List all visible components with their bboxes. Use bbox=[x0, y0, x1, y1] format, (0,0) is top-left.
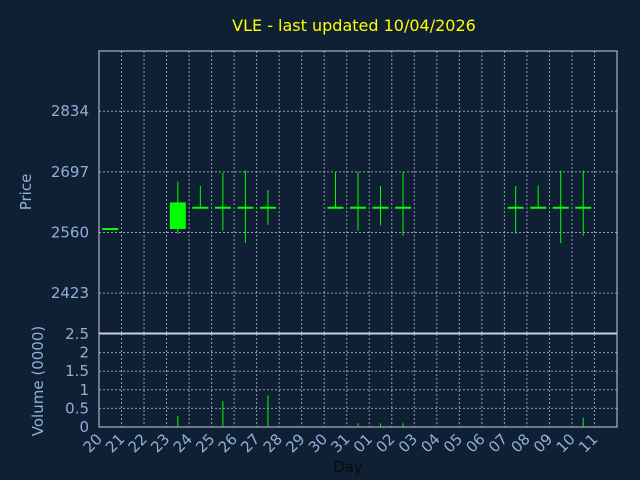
price-panel-frame bbox=[98, 50, 618, 334]
price-tick-label: 2834 bbox=[51, 102, 89, 120]
volume-panel: 00.511.522.5 bbox=[65, 325, 618, 436]
volume-tick-label: 0.5 bbox=[65, 399, 89, 417]
volume-axis-label: Volume (0000) bbox=[29, 326, 47, 436]
volume-tick-label: 1 bbox=[79, 381, 89, 399]
chart-title: VLE - last updated 10/04/2026 bbox=[232, 16, 476, 35]
candle-body bbox=[169, 202, 186, 229]
x-axis: 2021222324252627282930310102030405060708… bbox=[80, 430, 602, 456]
x-axis-label: Day bbox=[333, 458, 363, 476]
price-axis-label: Price bbox=[17, 174, 35, 211]
volume-tick-label: 2.5 bbox=[65, 325, 89, 343]
price-tick-label: 2423 bbox=[51, 284, 89, 302]
price-panel: 2423 2560 2697 2834 bbox=[51, 50, 618, 334]
volume-tick-label: 0 bbox=[79, 418, 89, 436]
price-tick-label: 2697 bbox=[51, 163, 89, 181]
volume-panel-frame bbox=[98, 333, 618, 428]
price-tick-label: 2560 bbox=[51, 224, 89, 242]
volume-tick-label: 1.5 bbox=[65, 362, 89, 380]
x-tick-label: 11 bbox=[575, 430, 601, 456]
volume-tick-label: 2 bbox=[79, 344, 89, 362]
